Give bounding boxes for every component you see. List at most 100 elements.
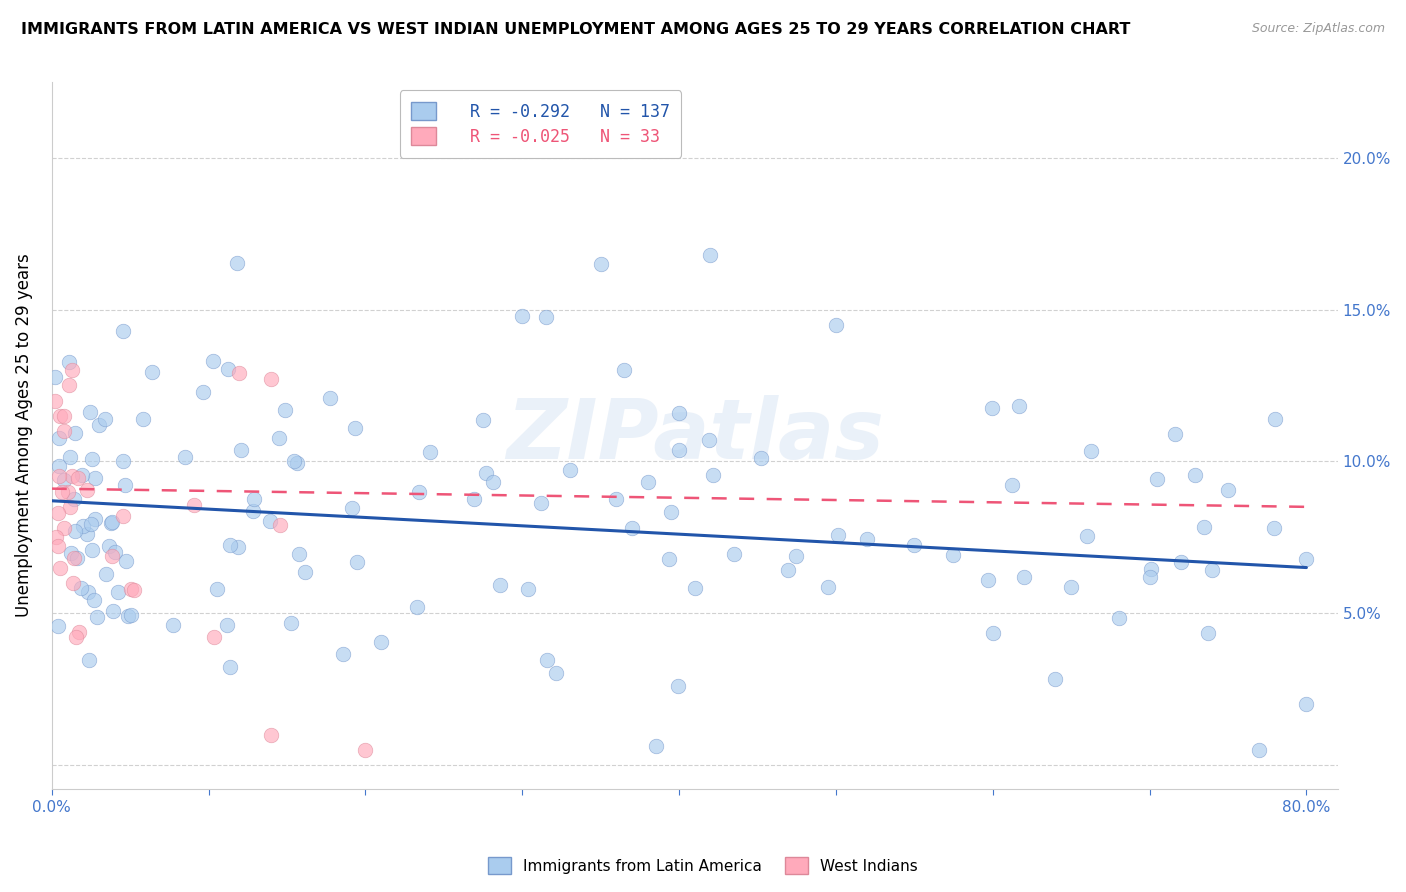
Point <box>104 545 127 559</box>
Point <box>111 508 134 523</box>
Point <box>1264 412 1286 426</box>
Point <box>613 363 636 377</box>
Point <box>1012 569 1035 583</box>
Point <box>536 653 558 667</box>
Point <box>1001 478 1024 492</box>
Point <box>269 431 291 445</box>
Point <box>60 469 83 483</box>
Point <box>66 471 89 485</box>
Point <box>114 477 136 491</box>
Y-axis label: Unemployment Among Ages 25 to 29 years: Unemployment Among Ages 25 to 29 years <box>15 253 32 617</box>
Point <box>115 554 138 568</box>
Point <box>1184 467 1206 482</box>
Point <box>89 417 111 432</box>
Point <box>332 647 354 661</box>
Point <box>242 504 264 518</box>
Point <box>260 727 283 741</box>
Point <box>84 512 107 526</box>
Point <box>217 618 239 632</box>
Point <box>231 442 253 457</box>
Point <box>191 384 214 399</box>
Point <box>219 538 242 552</box>
Point <box>76 483 98 497</box>
Point <box>59 500 82 514</box>
Point <box>226 540 249 554</box>
Point <box>481 475 503 489</box>
Point <box>1043 672 1066 686</box>
Point <box>49 409 72 423</box>
Point <box>544 666 567 681</box>
Point <box>346 555 368 569</box>
Point <box>51 484 73 499</box>
Point <box>637 475 659 489</box>
Point <box>530 496 553 510</box>
Point <box>1080 443 1102 458</box>
Point <box>141 365 163 379</box>
Point <box>1060 580 1083 594</box>
Point <box>101 549 124 563</box>
Point <box>53 424 76 438</box>
Point <box>70 581 93 595</box>
Point <box>79 405 101 419</box>
Point <box>1192 520 1215 534</box>
Point <box>48 459 70 474</box>
Point <box>419 444 441 458</box>
Point <box>52 473 75 487</box>
Point <box>645 739 668 754</box>
Point <box>659 505 682 519</box>
Point <box>207 582 229 597</box>
Point <box>1140 561 1163 575</box>
Point <box>122 582 145 597</box>
Point <box>112 324 135 338</box>
Point <box>1170 555 1192 569</box>
Point <box>977 573 1000 587</box>
Point <box>58 355 80 369</box>
Point <box>62 575 84 590</box>
Point <box>1164 427 1187 442</box>
Point <box>1076 529 1098 543</box>
Point <box>62 363 84 377</box>
Point <box>202 354 225 368</box>
Point <box>52 521 75 535</box>
Point <box>1007 399 1029 413</box>
Point <box>44 393 66 408</box>
Text: Source: ZipAtlas.com: Source: ZipAtlas.com <box>1251 22 1385 36</box>
Point <box>46 506 69 520</box>
Point <box>80 452 103 467</box>
Point <box>685 582 707 596</box>
Point <box>77 585 100 599</box>
Point <box>702 467 724 482</box>
Point <box>44 370 66 384</box>
Point <box>101 515 124 529</box>
Point <box>285 456 308 470</box>
Point <box>981 625 1004 640</box>
Point <box>48 431 70 445</box>
Point <box>280 616 302 631</box>
Point <box>80 517 103 532</box>
Point <box>120 582 142 596</box>
Point <box>63 551 86 566</box>
Point <box>242 492 264 507</box>
Point <box>83 592 105 607</box>
Point <box>510 309 533 323</box>
Point <box>825 318 848 332</box>
Point <box>112 454 135 468</box>
Point <box>666 679 689 693</box>
Point <box>1295 552 1317 566</box>
Point <box>60 546 83 560</box>
Point <box>174 450 197 464</box>
Point <box>751 451 773 466</box>
Point <box>699 248 721 262</box>
Point <box>63 491 86 506</box>
Point <box>120 608 142 623</box>
Point <box>274 403 297 417</box>
Text: ZIPatlas: ZIPatlas <box>506 395 884 476</box>
Point <box>46 539 69 553</box>
Point <box>294 565 316 579</box>
Point <box>59 450 82 465</box>
Point <box>405 599 427 614</box>
Point <box>534 310 557 324</box>
Point <box>658 552 681 566</box>
Point <box>56 484 79 499</box>
Point <box>86 610 108 624</box>
